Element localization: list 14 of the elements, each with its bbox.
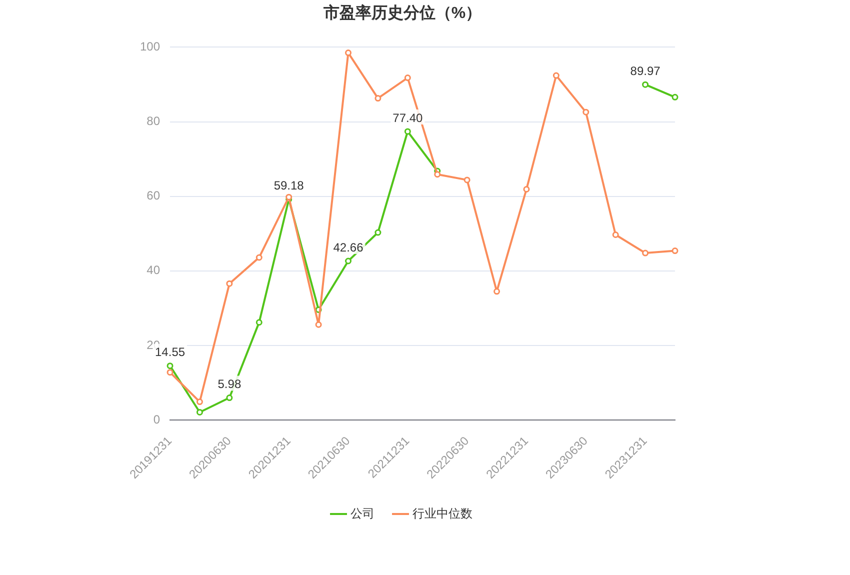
data-label: 59.18 <box>274 178 304 193</box>
y-tick-label: 100 <box>140 40 160 54</box>
data-label: 77.40 <box>392 110 423 125</box>
legend-label: 公司 <box>350 506 374 520</box>
y-tick-label: 80 <box>146 114 160 128</box>
data-label: 42.66 <box>333 240 364 254</box>
data-label: 89.97 <box>630 64 661 78</box>
data-label: 5.98 <box>218 377 242 392</box>
data-label: 14.55 <box>155 345 186 360</box>
y-tick-label: 40 <box>146 263 160 278</box>
chart-title: 市盈率历史分位（%） <box>322 3 482 22</box>
y-tick-label: 0 <box>153 412 160 426</box>
legend-label: 行业中位数 <box>412 506 472 520</box>
y-tick-label: 60 <box>146 188 160 203</box>
